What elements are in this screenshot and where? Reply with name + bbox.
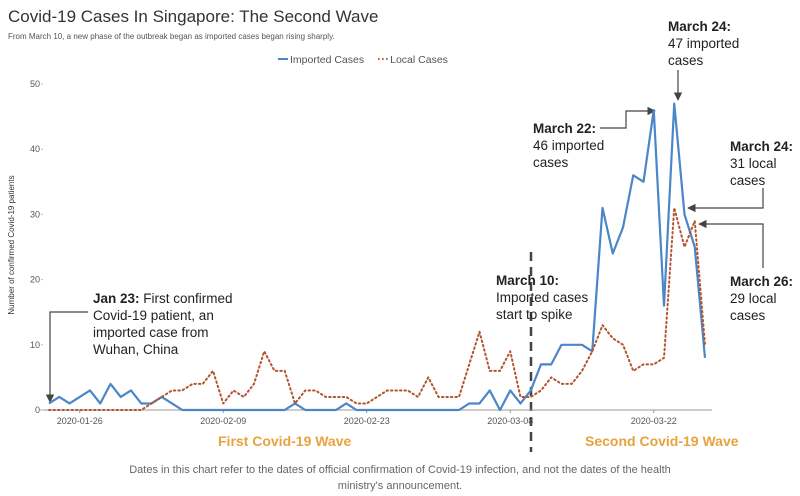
annotation-title: March 24: (730, 139, 794, 154)
annotation-text: 46 imported cases (533, 138, 605, 170)
x-tick-label: 2020-01-26 (57, 416, 103, 426)
footnote: Dates in this chart refer to the dates o… (129, 464, 671, 492)
annotation-title: March 26: (730, 274, 794, 289)
x-tick-label: 2020-02-09 (200, 416, 246, 426)
annotation: March 22: 46 imported cases (533, 120, 615, 171)
annotation-text: 47 imported cases (668, 36, 740, 68)
legend-label: Local Cases (390, 54, 448, 66)
annotation-text: First confirmed Covid-19 patient, an imp… (93, 291, 233, 357)
y-tick-label: 50 (30, 79, 40, 89)
x-tick-label: 2020-03-22 (631, 416, 677, 426)
legend-label: Imported Cases (290, 54, 364, 66)
arrow (687, 188, 764, 213)
wave-label: Second Covid-19 Wave (585, 433, 739, 449)
y-axis-label: Number of confirmed Covid-19 patients (7, 175, 16, 314)
annotation-title: Jan 23: (93, 291, 140, 306)
arrow (600, 106, 656, 129)
annotation-text: Imported cases start to spike (496, 290, 589, 322)
annotation: Jan 23: First confirmed Covid-19 patient… (93, 290, 243, 358)
arrow (698, 219, 764, 268)
chart-title: Covid-19 Cases In Singapore: The Second … (8, 7, 378, 26)
y-tick-label: 20 (30, 275, 40, 285)
annotation: March 24: 31 local cases (730, 138, 798, 189)
y-tick-label: 10 (30, 340, 40, 350)
x-tick-label: 2020-02-23 (344, 416, 390, 426)
annotation: March 26: 29 local cases (730, 273, 798, 324)
series-line (48, 206, 706, 411)
annotation-text: 31 local cases (730, 156, 777, 188)
annotation-title: March 10: (496, 273, 560, 288)
chart-subtitle: From March 10, a new phase of the outbre… (8, 32, 335, 41)
wave-label: First Covid-19 Wave (218, 433, 352, 449)
y-tick-label: 30 (30, 209, 40, 219)
annotation: March 24: 47 imported cases (668, 18, 750, 69)
y-tick-label: 0 (35, 405, 40, 415)
arrow (45, 311, 88, 403)
annotation-text: 29 local cases (730, 291, 777, 323)
annotation-title: March 22: (533, 121, 597, 136)
y-tick-label: 40 (30, 144, 40, 154)
x-tick-label: 2020-03-08 (487, 416, 533, 426)
annotation: March 10: Imported cases start to spike (496, 272, 596, 323)
annotation-title: March 24: (668, 19, 732, 34)
